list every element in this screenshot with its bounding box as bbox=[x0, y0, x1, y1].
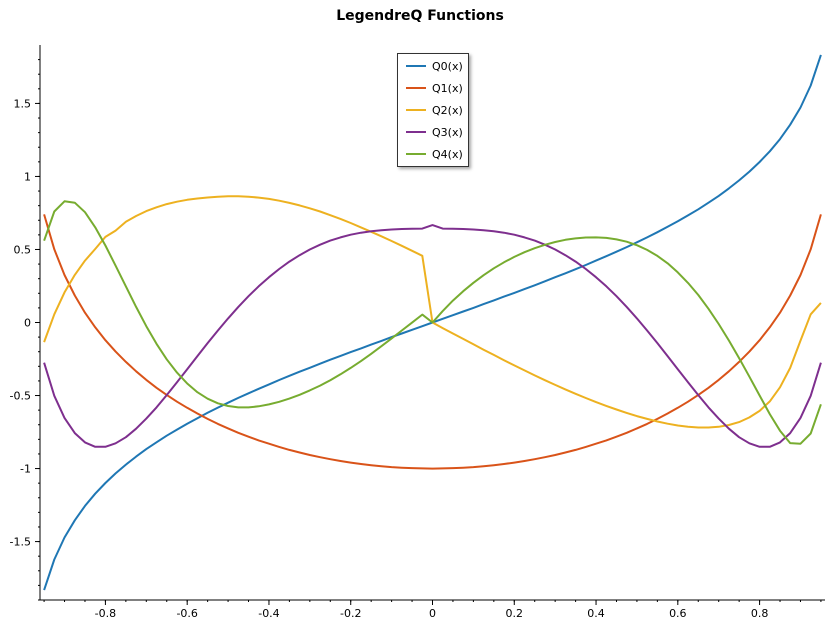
y-tick-label: -0.5 bbox=[10, 390, 31, 403]
legend-swatch bbox=[406, 153, 426, 155]
legend-label: Q2(x) bbox=[432, 103, 463, 117]
y-tick-label: -1 bbox=[20, 463, 31, 476]
y-tick-label: 0.5 bbox=[14, 243, 32, 256]
x-tick-label: 0.8 bbox=[751, 607, 769, 620]
legend-swatch bbox=[406, 109, 426, 111]
series-line-q2 bbox=[43, 195, 822, 429]
y-tick-label: 1.5 bbox=[14, 97, 32, 110]
legend-label: Q3(x) bbox=[432, 125, 463, 139]
axes: -0.8 -0.6 -0.4 -0.2 0 0.2 0.4 0.6 0.8 -1.5 -1 -0.5 0… bbox=[10, 45, 825, 620]
series-lines bbox=[43, 54, 822, 591]
legend-item-q4: Q4(x) bbox=[406, 147, 463, 161]
x-tick-label: 0 bbox=[429, 607, 436, 620]
legend: Q0(x) Q1(x) Q2(x) Q3(x) Q4(x) bbox=[397, 53, 469, 167]
legend-swatch bbox=[406, 131, 426, 133]
y-tick-label: 0 bbox=[24, 317, 31, 330]
x-tick-label: -0.2 bbox=[340, 607, 361, 620]
legend-swatch bbox=[406, 87, 426, 89]
y-tick-label: 1 bbox=[24, 170, 31, 183]
series-line-q4 bbox=[43, 200, 822, 445]
y-tick-label: -1.5 bbox=[10, 536, 31, 549]
legend-item-q2: Q2(x) bbox=[406, 103, 463, 117]
legend-swatch bbox=[406, 65, 426, 67]
x-tick-label: 0.2 bbox=[506, 607, 524, 620]
legend-item-q3: Q3(x) bbox=[406, 125, 463, 139]
series-line-q1 bbox=[43, 214, 822, 470]
chart-title: LegendreQ Functions bbox=[336, 8, 504, 24]
x-tick-label: -0.4 bbox=[258, 607, 279, 620]
legend-item-q1: Q1(x) bbox=[406, 81, 463, 95]
series-line-q3 bbox=[43, 224, 822, 448]
legend-item-q0: Q0(x) bbox=[406, 59, 463, 73]
x-tick-label: 0.4 bbox=[587, 607, 605, 620]
x-tick-label: 0.6 bbox=[669, 607, 687, 620]
legend-label: Q1(x) bbox=[432, 81, 463, 95]
legend-label: Q4(x) bbox=[432, 147, 463, 161]
x-tick-label: -0.8 bbox=[95, 607, 116, 620]
legend-label: Q0(x) bbox=[432, 59, 463, 73]
x-tick-label: -0.6 bbox=[176, 607, 197, 620]
